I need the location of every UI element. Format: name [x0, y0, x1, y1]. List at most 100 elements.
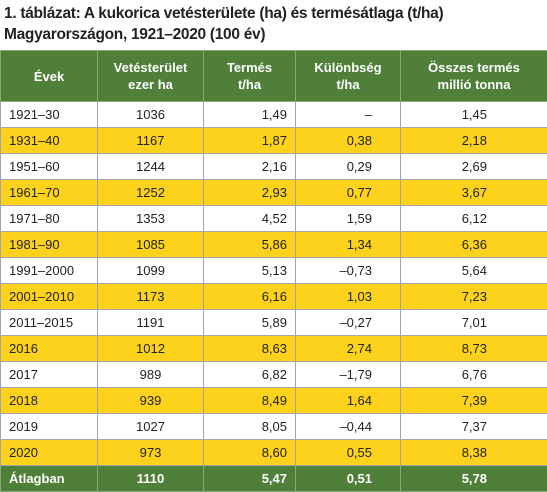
table-cell: 989	[98, 362, 204, 388]
table-cell: 8,38	[401, 440, 547, 466]
table-cell: 2,69	[401, 154, 547, 180]
table-cell: 1244	[98, 154, 204, 180]
header-line: t/ha	[205, 76, 294, 93]
table-cell: 8,49	[204, 388, 296, 414]
footer-cell: 1110	[98, 466, 204, 492]
header-line: millió tonna	[402, 76, 546, 93]
table-cell: 1036	[98, 102, 204, 128]
footer-cell: Átlagban	[1, 466, 98, 492]
footer-cell: 5,78	[401, 466, 547, 492]
table-cell: 1027	[98, 414, 204, 440]
table-cell: 1252	[98, 180, 204, 206]
header-line: t/ha	[297, 76, 399, 93]
table-cell: –0,44	[296, 414, 401, 440]
table-cell: 1191	[98, 310, 204, 336]
table-cell: 2011–2015	[1, 310, 98, 336]
table-cell: 1991–2000	[1, 258, 98, 284]
table-cell: 1921–30	[1, 102, 98, 128]
table-cell: 5,89	[204, 310, 296, 336]
table-cell: 5,64	[401, 258, 547, 284]
table-cell: 8,05	[204, 414, 296, 440]
table-cell: 1961–70	[1, 180, 98, 206]
table-cell: 2016	[1, 336, 98, 362]
title-line: Magyarországon, 1921–2020 (100 év)	[4, 24, 543, 45]
table-cell: 6,76	[401, 362, 547, 388]
table-cell: 0,38	[296, 128, 401, 154]
table-cell: 8,60	[204, 440, 296, 466]
table-cell: 973	[98, 440, 204, 466]
table-cell: 939	[98, 388, 204, 414]
table-cell: 2020	[1, 440, 98, 466]
table-cell: 0,55	[296, 440, 401, 466]
table-title: 1. táblázat: A kukorica vetésterülete (h…	[0, 0, 547, 50]
header-line: ezer ha	[99, 76, 202, 93]
table-cell: 5,13	[204, 258, 296, 284]
table-cell: 6,12	[401, 206, 547, 232]
header-line: Évek	[2, 68, 96, 85]
table-cell: 7,01	[401, 310, 547, 336]
header-line: Különbség	[297, 59, 399, 76]
table-cell: 1099	[98, 258, 204, 284]
table-cell: 7,37	[401, 414, 547, 440]
table-cell: 7,39	[401, 388, 547, 414]
header-line: Összes termés	[402, 59, 546, 76]
table-cell: 1085	[98, 232, 204, 258]
table-cell: 2,93	[204, 180, 296, 206]
table-cell: 5,86	[204, 232, 296, 258]
table-cell: 2,74	[296, 336, 401, 362]
table-cell: 1,49	[204, 102, 296, 128]
header-line: Vetésterület	[99, 59, 202, 76]
table-cell: –0,27	[296, 310, 401, 336]
table-cell: –0,73	[296, 258, 401, 284]
table-cell: 8,63	[204, 336, 296, 362]
table-cell: 2,18	[401, 128, 547, 154]
table-cell: 2019	[1, 414, 98, 440]
table-cell: 6,16	[204, 284, 296, 310]
footer-cell: 5,47	[204, 466, 296, 492]
table-cell: 1173	[98, 284, 204, 310]
table-cell: 2017	[1, 362, 98, 388]
table-cell: 1353	[98, 206, 204, 232]
table-cell: 1,87	[204, 128, 296, 154]
table-cell: 1951–60	[1, 154, 98, 180]
footer-cell: 0,51	[296, 466, 401, 492]
table-cell: 0,77	[296, 180, 401, 206]
table-cell: 0,29	[296, 154, 401, 180]
header-line: Termés	[205, 59, 294, 76]
table-cell: 6,82	[204, 362, 296, 388]
table-cell: 1,64	[296, 388, 401, 414]
table-cell: 6,36	[401, 232, 547, 258]
table-cell: 1,45	[401, 102, 547, 128]
table-cell: 4,52	[204, 206, 296, 232]
table-cell: 1,59	[296, 206, 401, 232]
table-cell: 8,73	[401, 336, 547, 362]
table-cell: 1,03	[296, 284, 401, 310]
title-line: 1. táblázat: A kukorica vetésterülete (h…	[4, 3, 543, 24]
table-cell: 1167	[98, 128, 204, 154]
table-cell: 1971–80	[1, 206, 98, 232]
table-cell: 3,67	[401, 180, 547, 206]
table-cell: 1981–90	[1, 232, 98, 258]
table-cell: 7,23	[401, 284, 547, 310]
table-cell: 2001–2010	[1, 284, 98, 310]
table-cell: 1,34	[296, 232, 401, 258]
